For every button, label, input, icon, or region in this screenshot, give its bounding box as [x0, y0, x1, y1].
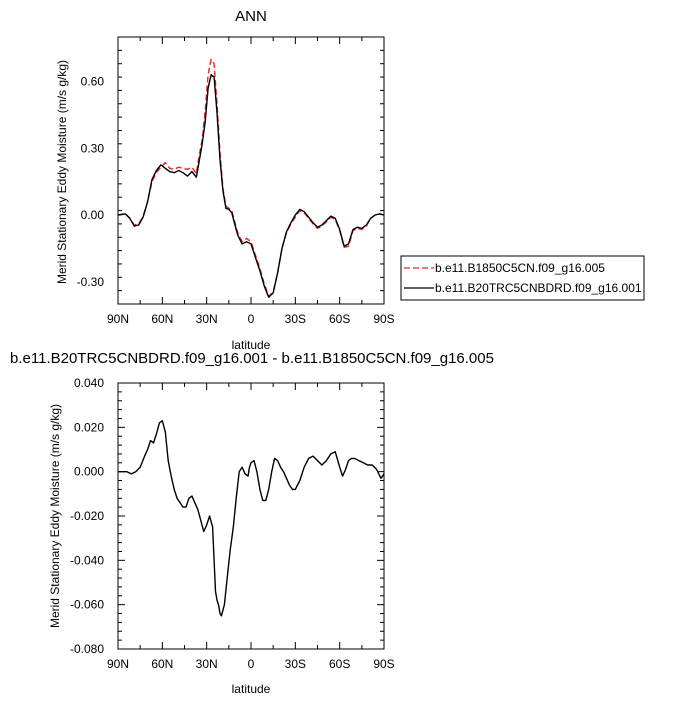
top-plot-area: 90N 60N 30N 0 30S 60S 90S -0.30 0.00 0.30 0.60: [77, 36, 395, 326]
legend: b.e11.B1850C5CN.f09_g16.005 b.e11.B20TRC…: [400, 255, 645, 301]
y-tick-label: 0.60: [81, 75, 105, 89]
series-line-b1850: [117, 58, 385, 297]
bottom-plot-frame: [117, 382, 385, 650]
series-line-b20trc: [117, 74, 385, 298]
x-tick-label: 0: [248, 657, 255, 671]
series-line-difference: [118, 420, 385, 617]
top-panel: ANN Merid Stationary Eddy Moisture (m/s …: [55, 8, 395, 352]
legend-box: [400, 255, 645, 301]
x-tick-label: 30N: [196, 657, 218, 671]
legend-label-b1850: b.e11.B1850C5CN.f09_g16.005: [435, 261, 605, 275]
bottom-x-axis-label: latitude: [232, 682, 271, 696]
y-tick-label: -0.020: [70, 509, 104, 523]
x-tick-label: 60S: [329, 312, 350, 326]
y-tick-label: 0.30: [81, 141, 105, 155]
x-tick-label: 90S: [373, 312, 394, 326]
top-y-axis-label: Merid Stationary Eddy Moisture (m/s g/kg…: [55, 60, 69, 284]
y-tick-label: 0.040: [74, 376, 104, 390]
top-chart-title: ANN: [235, 8, 267, 25]
y-tick-label: -0.060: [70, 598, 104, 612]
x-tick-label: 90N: [107, 657, 129, 671]
legend-label-b20trc: b.e11.B20TRC5CNBDRD.f09_g16.001: [435, 281, 642, 295]
top-x-axis-label: latitude: [232, 338, 271, 352]
top-plot-frame: [117, 36, 385, 305]
x-tick-label: 60N: [151, 312, 173, 326]
x-tick-label: 30S: [285, 312, 306, 326]
y-tick-label: 0.000: [74, 465, 104, 479]
x-tick-label: 60S: [329, 657, 350, 671]
x-tick-label: 90S: [373, 657, 394, 671]
x-tick-label: 30N: [196, 312, 218, 326]
bottom-plot-area: 90N 60N 30N 0 30S 60S 90S -0.080 -0.060 -0.040 -0.…: [70, 376, 395, 671]
x-tick-label: 0: [248, 312, 255, 326]
y-tick-label: -0.080: [70, 642, 104, 656]
y-tick-label: -0.040: [70, 553, 104, 567]
bottom-y-axis-label: Merid Stationary Eddy Moisture (m/s g/kg…: [48, 404, 62, 628]
y-tick-label: 0.00: [81, 208, 105, 222]
y-tick-label: 0.020: [74, 420, 104, 434]
y-tick-label: -0.30: [77, 275, 105, 289]
x-tick-label: 90N: [107, 312, 129, 326]
bottom-panel: b.e11.B20TRC5CNBDRD.f09_g16.001 - b.e11.…: [10, 350, 494, 696]
bottom-chart-title: b.e11.B20TRC5CNBDRD.f09_g16.001 - b.e11.…: [10, 350, 494, 367]
x-tick-label: 60N: [151, 657, 173, 671]
x-tick-label: 30S: [285, 657, 306, 671]
